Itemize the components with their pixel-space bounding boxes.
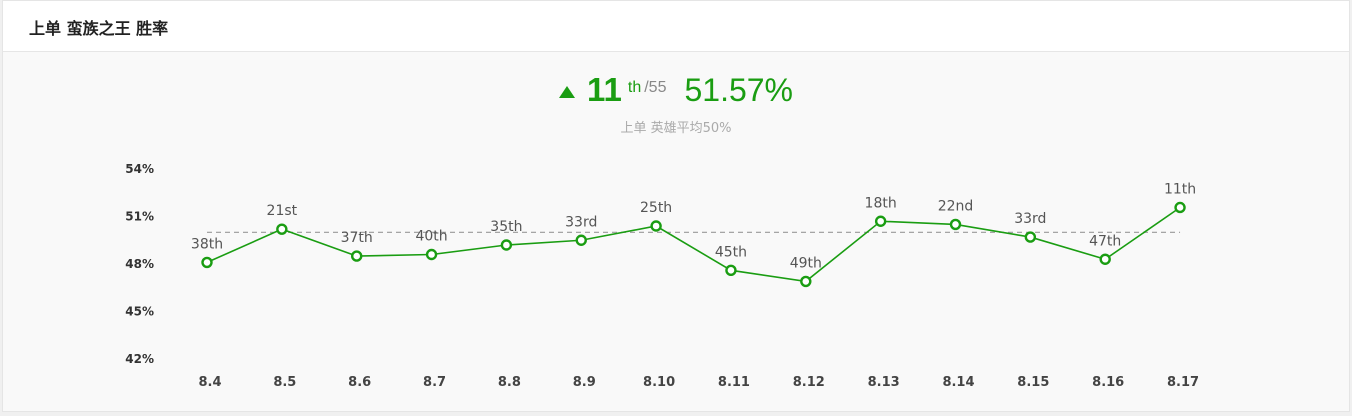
data-point [425, 248, 438, 261]
data-point [276, 223, 288, 235]
x-tick-label: 8.5 [273, 375, 296, 390]
x-tick-label: 8.11 [718, 375, 750, 390]
rank-data-label: 33rd [565, 214, 597, 230]
data-point [201, 256, 213, 269]
rank-data-label: 35th [490, 219, 522, 235]
x-tick-label: 8.6 [348, 375, 371, 390]
panel-title: 上单 蛮族之王 胜率 [29, 19, 169, 38]
y-tick-label: 42% [125, 352, 154, 366]
x-tick-label: 8.13 [868, 375, 900, 390]
x-tick-label: 8.17 [1167, 375, 1199, 390]
y-tick-label: 54% [125, 162, 154, 176]
data-point [1174, 201, 1186, 214]
x-tick-label: 8.4 [198, 375, 221, 390]
rank-summary: 11 th /55 51.57% [3, 67, 1349, 109]
x-tick-label: 8.10 [643, 375, 675, 390]
rank-data-label: 38th [191, 236, 223, 252]
rank-data-label: 33rd [1014, 211, 1046, 227]
rank-data-label: 11th [1164, 181, 1196, 197]
data-point [650, 220, 662, 232]
rank-data-label: 45th [715, 244, 747, 260]
winrate-line-chart: 54% 51% 48% 45% 42% 8.4 8.5 8.6 8.7 8.8 8.9 8.10 8.1… [125, 162, 1199, 390]
rank-number: 11 [586, 71, 622, 108]
rank-data-label: 18th [865, 195, 897, 211]
x-tick-label: 8.14 [942, 375, 974, 390]
rank-data-label: 47th [1089, 233, 1121, 249]
rank-data-label: 22nd [938, 198, 974, 214]
data-point [874, 215, 887, 227]
rank-data-label: 40th [415, 229, 447, 245]
x-tick-label: 8.8 [498, 375, 521, 390]
winrate-value: 51.57% [684, 72, 793, 108]
data-point [575, 234, 587, 246]
data-point [949, 218, 962, 231]
winrate-series-line [206, 206, 1181, 283]
x-tick-label: 8.15 [1017, 375, 1049, 390]
rank-data-label: 37th [341, 230, 373, 246]
rank-data-label: 49th [790, 255, 822, 271]
x-tick-label: 8.16 [1092, 375, 1124, 390]
data-point [500, 239, 513, 251]
panel-header: 上单 蛮族之王 胜率 [3, 1, 1349, 52]
y-tick-label: 45% [125, 305, 154, 319]
rank-data-label: 21st [267, 203, 298, 219]
rank-data-label: 25th [640, 200, 672, 216]
y-tick-label: 51% [125, 210, 154, 224]
data-point [1024, 231, 1037, 243]
rank-suffix: th [627, 79, 642, 96]
y-tick-label: 48% [125, 257, 154, 271]
data-point [351, 250, 363, 262]
data-point [725, 264, 737, 277]
x-tick-label: 8.12 [793, 375, 825, 390]
data-point [800, 275, 812, 288]
x-tick-label: 8.9 [573, 375, 596, 390]
rank-up-arrow-icon [558, 86, 575, 98]
x-tick-label: 8.7 [423, 375, 446, 390]
rank-total: /55 [644, 79, 667, 96]
average-winrate-note: 上单 英雄平均50% [620, 121, 732, 136]
data-point [1099, 253, 1111, 265]
